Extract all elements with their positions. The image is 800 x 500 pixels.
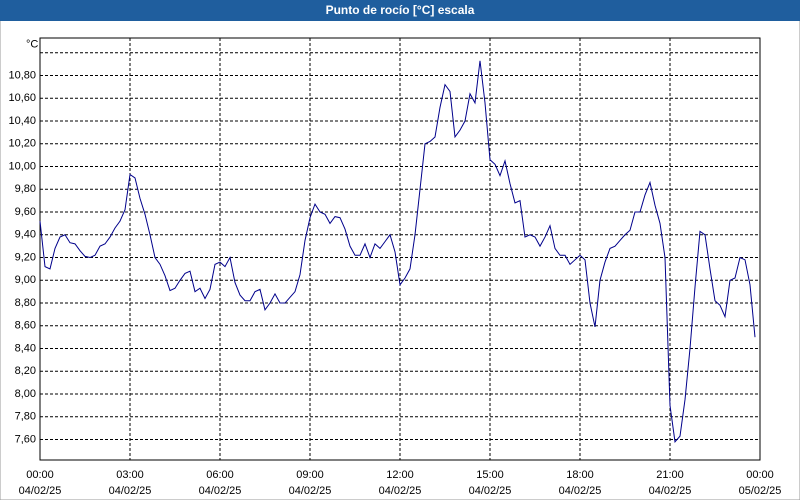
y-tick-label: 8,40 <box>15 342 36 354</box>
y-tick-label: 8,20 <box>15 365 36 377</box>
y-tick-label: 8,80 <box>15 297 36 309</box>
x-tick-date: 04/02/25 <box>649 485 692 497</box>
x-tick-date: 04/02/25 <box>289 485 332 497</box>
x-tick-label: 00:00 <box>26 469 54 481</box>
y-tick-label: 8,00 <box>15 388 36 400</box>
x-tick-date: 04/02/25 <box>469 485 512 497</box>
x-tick-label: 18:00 <box>566 469 594 481</box>
data-line <box>39 60 756 443</box>
y-tick-label: 9,40 <box>15 229 36 241</box>
x-tick-date: 04/02/25 <box>379 485 422 497</box>
y-tick-label: 9,80 <box>15 183 36 195</box>
x-tick-label: 12:00 <box>386 469 414 481</box>
x-tick-label: 21:00 <box>656 469 684 481</box>
y-tick-label: 10,40 <box>8 115 36 127</box>
title-bar <box>0 0 800 21</box>
x-tick-label: 06:00 <box>206 469 234 481</box>
x-tick-label: 03:00 <box>116 469 144 481</box>
y-tick-label: 10,80 <box>8 69 36 81</box>
x-tick-date: 05/02/25 <box>739 485 782 497</box>
x-tick-date: 04/02/25 <box>559 485 602 497</box>
x-tick-date: 04/02/25 <box>19 485 62 497</box>
y-tick-label: °C <box>26 39 38 51</box>
y-tick-label: 10,00 <box>8 160 36 172</box>
plot-frame <box>39 37 761 461</box>
y-tick-label: 7,80 <box>15 411 36 423</box>
y-tick-label: 9,60 <box>15 206 36 218</box>
y-tick-label: 8,60 <box>15 320 36 332</box>
y-tick-label: 10,60 <box>8 92 36 104</box>
y-tick-label: 10,20 <box>8 138 36 150</box>
y-tick-label: 9,00 <box>15 274 36 286</box>
x-tick-label: 00:00 <box>746 469 774 481</box>
chart-title: Punto de rocío [°C] escala <box>326 3 475 17</box>
x-tick-label: 15:00 <box>476 469 504 481</box>
y-tick-label: 9,20 <box>15 251 36 263</box>
x-tick-label: 09:00 <box>296 469 324 481</box>
y-tick-label: 7,60 <box>15 433 36 445</box>
x-tick-date: 04/02/25 <box>199 485 242 497</box>
x-tick-date: 04/02/25 <box>109 485 152 497</box>
